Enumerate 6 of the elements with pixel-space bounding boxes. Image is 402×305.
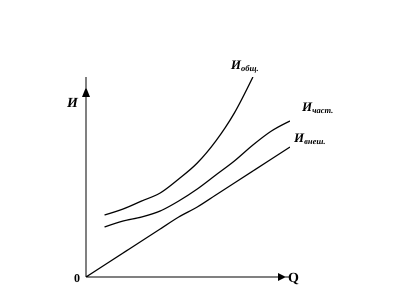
- series-label: И$_{общ.}$: [230, 57, 259, 73]
- series-label: И$_{част.}$: [301, 99, 334, 115]
- text: 0: [74, 271, 80, 286]
- y-axis-title: И: [66, 96, 79, 111]
- series-label: И$_{внеш.}$: [293, 130, 326, 146]
- x-axis-title: Q: [288, 271, 299, 286]
